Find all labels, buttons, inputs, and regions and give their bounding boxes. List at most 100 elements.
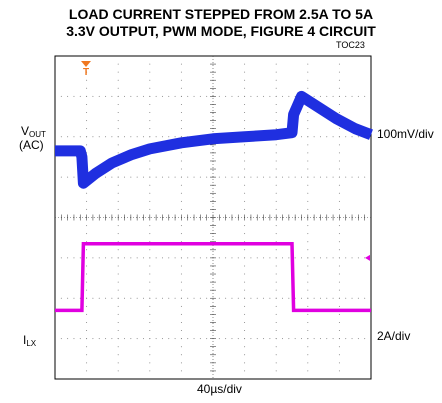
grid-dot — [244, 305, 246, 307]
grid-dot — [187, 95, 189, 97]
grid-dot — [300, 338, 302, 340]
grid-dot — [149, 370, 151, 372]
grid-dot — [180, 71, 182, 73]
grid-dot — [313, 95, 315, 97]
grid-dot — [218, 338, 220, 340]
grid-dot — [86, 112, 88, 114]
grid-dot — [180, 233, 182, 235]
grid-dot — [105, 176, 107, 178]
grid-dot — [168, 338, 170, 340]
grid-dot — [338, 233, 340, 235]
grid-dot — [117, 362, 119, 364]
grid-dot — [351, 176, 353, 178]
grid-dot — [338, 321, 340, 323]
grid-dot — [244, 200, 246, 202]
grid-dot — [282, 176, 284, 178]
grid-dot — [111, 95, 113, 97]
grid-dot — [180, 103, 182, 105]
grid-dot — [73, 257, 75, 259]
grid-dot — [124, 257, 126, 259]
grid-dot — [244, 338, 246, 340]
grid-dot — [130, 257, 132, 259]
grid-dot — [338, 152, 340, 154]
trigger-marker: T — [83, 67, 89, 78]
figure-id: TOC23 — [336, 40, 365, 50]
grid-dot — [307, 346, 309, 348]
grid-dot — [357, 136, 359, 138]
grid-dot — [313, 136, 315, 138]
grid-dot — [149, 184, 151, 186]
grid-dot — [338, 168, 340, 170]
grid-dot — [187, 338, 189, 340]
grid-dot — [86, 249, 88, 251]
grid-dot — [326, 338, 328, 340]
grid-dot — [288, 257, 290, 259]
grid-dot — [307, 184, 309, 186]
grid-dot — [307, 330, 309, 332]
grid-dot — [263, 338, 265, 340]
grid-dot — [275, 257, 277, 259]
grid-dot — [338, 362, 340, 364]
grid-dot — [86, 362, 88, 364]
grid-dot — [86, 103, 88, 105]
ilx-reference-marker — [365, 254, 370, 261]
grid-dot — [149, 330, 151, 332]
grid-dot — [149, 71, 151, 73]
grid-dot — [307, 370, 309, 372]
grid-dot — [86, 136, 88, 138]
grid-dot — [294, 257, 296, 259]
grid-dot — [244, 354, 246, 356]
grid-dot — [345, 176, 347, 178]
grid-dot — [244, 71, 246, 73]
grid-dot — [86, 281, 88, 283]
traces — [55, 90, 373, 313]
grid-dot — [275, 87, 277, 89]
grid-dot — [187, 176, 189, 178]
grid-dot — [174, 136, 176, 138]
grid-dot — [86, 354, 88, 356]
grid-dot — [319, 338, 321, 340]
grid-dot — [161, 297, 163, 299]
grid-dot — [86, 144, 88, 146]
grid-dot — [67, 136, 69, 138]
grid-dot — [117, 321, 119, 323]
grid-dot — [111, 136, 113, 138]
grid-dot — [149, 265, 151, 267]
grid-dot — [307, 249, 309, 251]
grid-dot — [326, 297, 328, 299]
grid-dot — [351, 95, 353, 97]
grid-dot — [117, 63, 119, 65]
grid-dot — [67, 176, 69, 178]
grid-dot — [199, 257, 201, 259]
grid-dot — [149, 87, 151, 89]
grid-dot — [92, 257, 94, 259]
grid-dot — [124, 338, 126, 340]
grid-dot — [275, 225, 277, 227]
grid-dot — [338, 144, 340, 146]
grid-dot — [275, 354, 277, 356]
grid-dot — [244, 144, 246, 146]
grid-dot — [313, 176, 315, 178]
grid-dot — [149, 168, 151, 170]
grid-dot — [180, 120, 182, 122]
grid-dot — [117, 184, 119, 186]
grid-dot — [117, 144, 119, 146]
grid-dot — [117, 225, 119, 227]
grid-dot — [86, 273, 88, 275]
grid-dot — [149, 95, 151, 97]
grid-dot — [225, 297, 227, 299]
grid-dot — [364, 257, 366, 259]
grid-dot — [149, 200, 151, 202]
grid-dot — [282, 338, 284, 340]
grid-dot — [180, 346, 182, 348]
grid-dot — [282, 95, 284, 97]
grid-dot — [86, 71, 88, 73]
grid-dot — [168, 136, 170, 138]
grid-dot — [269, 257, 271, 259]
grid-dot — [86, 313, 88, 315]
ilx-trace — [55, 241, 371, 313]
grid-dot — [180, 63, 182, 65]
grid-dot — [206, 95, 208, 97]
grid-dot — [319, 297, 321, 299]
grid-dot — [180, 338, 182, 340]
